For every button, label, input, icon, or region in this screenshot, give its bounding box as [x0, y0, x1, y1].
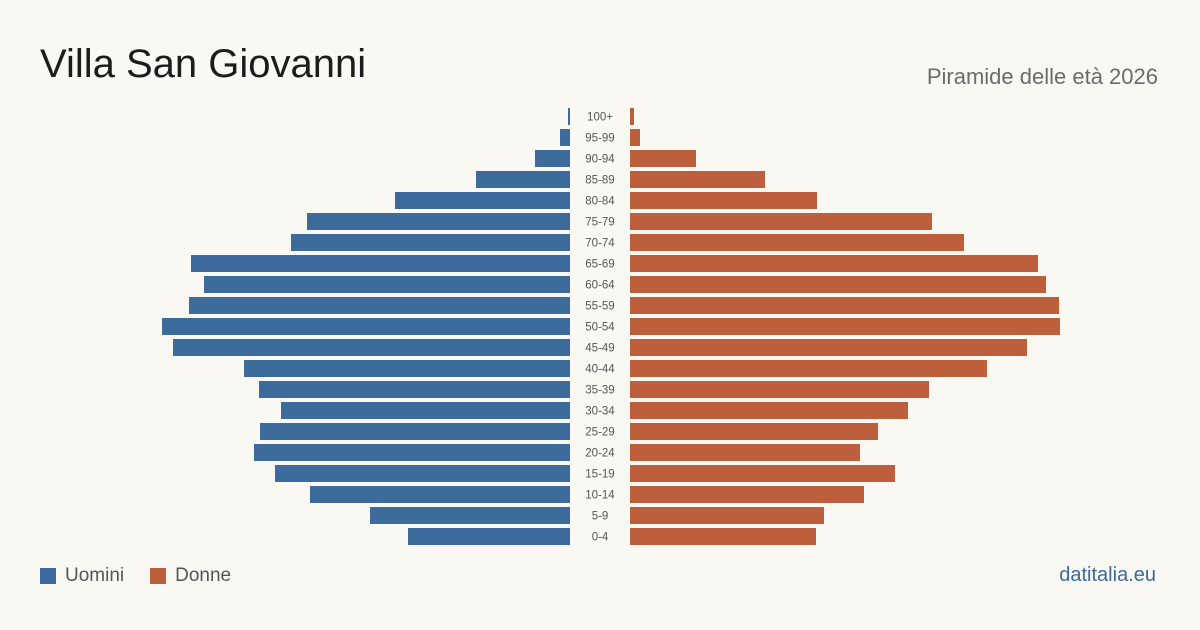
bar-male-15-19: [275, 465, 570, 482]
bar-female-90-94: [630, 150, 696, 167]
bar-male-20-24: [254, 444, 570, 461]
bar-female-60-64: [630, 276, 1046, 293]
age-group-label: 20-24: [585, 448, 615, 460]
age-group-label: 100+: [587, 112, 613, 124]
age-group-label: 60-64: [585, 280, 615, 292]
bar-male-95-99: [560, 129, 570, 146]
bar-female-40-44: [630, 360, 987, 377]
bar-male-40-44: [244, 360, 570, 377]
source-link[interactable]: datitalia.eu: [1059, 564, 1156, 586]
age-group-label: 55-59: [585, 301, 614, 313]
age-group-label: 15-19: [585, 469, 614, 481]
age-group-label: 25-29: [585, 427, 614, 439]
bar-male-30-34: [281, 402, 570, 419]
age-group-label: 45-49: [585, 343, 614, 355]
age-group-label: 70-74: [585, 238, 615, 250]
bar-male-5-9: [370, 507, 570, 524]
age-group-label: 40-44: [585, 364, 615, 376]
bar-male-25-29: [260, 423, 570, 440]
legend-swatch-female: [150, 568, 167, 584]
bar-female-45-49: [630, 339, 1027, 356]
age-group-label: 0-4: [592, 532, 609, 544]
bar-female-15-19: [630, 465, 895, 482]
bar-male-50-54: [162, 318, 570, 335]
age-group-label: 75-79: [585, 217, 614, 229]
legend-label-female: Donne: [175, 565, 232, 586]
bar-male-85-89: [476, 171, 570, 188]
age-group-label: 5-9: [592, 511, 609, 523]
legend-swatch-male: [40, 568, 56, 584]
legend: Uomini Donne: [40, 565, 249, 587]
age-group-label: 85-89: [585, 175, 614, 187]
bar-male-60-64: [204, 276, 570, 293]
bar-female-75-79: [630, 213, 932, 230]
bar-male-100+: [568, 108, 570, 125]
bar-male-70-74: [291, 234, 570, 251]
age-group-label: 35-39: [585, 385, 614, 397]
bar-female-0-4: [630, 528, 816, 545]
bar-female-35-39: [630, 381, 929, 398]
bar-male-45-49: [173, 339, 570, 356]
bar-male-0-4: [408, 528, 570, 545]
age-group-label: 10-14: [585, 490, 615, 502]
bar-male-35-39: [259, 381, 570, 398]
bar-female-30-34: [630, 402, 908, 419]
bar-male-75-79: [307, 213, 570, 230]
age-group-label: 90-94: [585, 154, 615, 166]
age-group-label: 65-69: [585, 259, 614, 271]
bar-female-85-89: [630, 171, 765, 188]
chart-subtitle: Piramide delle età 2026: [926, 64, 1158, 89]
bar-male-80-84: [395, 192, 570, 209]
bar-female-20-24: [630, 444, 860, 461]
age-group-label: 80-84: [585, 196, 615, 208]
chart-title: Villa San Giovanni: [40, 42, 367, 86]
bar-female-65-69: [630, 255, 1038, 272]
bar-male-65-69: [191, 255, 570, 272]
legend-label-male: Uomini: [65, 565, 125, 586]
bar-female-80-84: [630, 192, 817, 209]
legend-item-male: Uomini: [40, 565, 124, 587]
bar-female-95-99: [630, 129, 640, 146]
bar-female-100+: [630, 108, 634, 125]
age-group-label: 30-34: [585, 406, 615, 418]
bar-female-50-54: [630, 318, 1060, 335]
bar-female-10-14: [630, 486, 864, 503]
bar-male-55-59: [189, 297, 570, 314]
bar-female-55-59: [630, 297, 1059, 314]
bar-female-25-29: [630, 423, 878, 440]
age-group-label: 95-99: [585, 133, 614, 145]
age-group-label: 50-54: [585, 322, 615, 334]
bar-female-5-9: [630, 507, 824, 524]
bar-male-10-14: [310, 486, 570, 503]
bar-female-70-74: [630, 234, 964, 251]
bar-male-90-94: [535, 150, 570, 167]
legend-item-female: Donne: [150, 565, 231, 587]
